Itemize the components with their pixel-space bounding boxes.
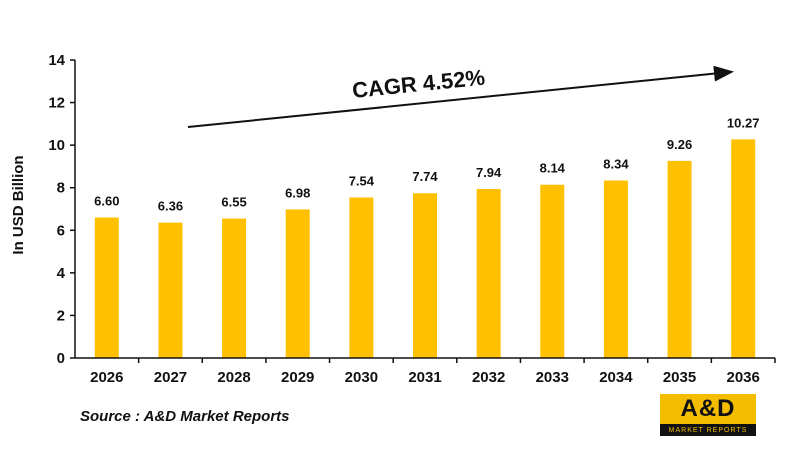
y-tick-label: 10 (48, 137, 65, 154)
data-label-2030: 7.54 (349, 174, 375, 189)
y-tick-label: 8 (57, 180, 65, 197)
x-tick-label-2033: 2033 (536, 369, 569, 386)
x-tick-label-2029: 2029 (281, 369, 314, 386)
cagr-arrow (187, 65, 734, 128)
data-label-2033: 8.14 (540, 161, 566, 176)
x-tick-label-2027: 2027 (154, 369, 187, 386)
y-axis-ticks: 0 2 4 6 8 10 12 14 (48, 52, 75, 367)
data-labels: 6.60 6.36 6.55 6.98 7.54 7.74 7.94 8.14 8.34 9.26… (94, 115, 759, 213)
data-label-2026: 6.60 (94, 194, 119, 209)
bar-2026 (94, 217, 119, 358)
logo-text: A&D (660, 394, 756, 424)
bar-2034 (603, 180, 628, 358)
data-label-2032: 7.94 (476, 165, 502, 180)
bar-2035 (667, 160, 692, 358)
x-tick-label-2028: 2028 (217, 369, 250, 386)
x-axis-ticks: 2026 2027 2028 2029 2030 2031 2032 2033 2034 2035… (90, 358, 776, 386)
bar-2031 (413, 193, 437, 358)
y-axis-title: In USD Billion (10, 155, 27, 254)
data-label-2029: 6.98 (285, 185, 310, 200)
data-label-2028: 6.55 (221, 195, 246, 210)
bar-2028 (222, 218, 247, 358)
data-label-2036: 10.27 (727, 115, 760, 130)
x-tick-label-2026: 2026 (90, 369, 123, 386)
y-tick-label: 0 (57, 350, 65, 367)
data-label-2035: 9.26 (667, 137, 692, 152)
data-label-2027: 6.36 (158, 199, 183, 214)
bar-2032 (476, 188, 501, 358)
data-label-2031: 7.74 (412, 169, 438, 184)
y-tick-label: 6 (57, 222, 65, 239)
bar-2027 (158, 222, 183, 358)
logo-subtext: MARKET REPORTS (660, 424, 756, 436)
x-tick-label-2032: 2032 (472, 369, 505, 386)
y-tick-label: 14 (48, 52, 65, 69)
x-tick-label-2034: 2034 (599, 369, 633, 386)
bar-2033 (540, 184, 565, 358)
y-tick-label: 4 (57, 265, 66, 282)
cagr-annotation: CAGR 4.52% (351, 65, 486, 103)
y-tick-label: 2 (57, 307, 65, 324)
data-label-2034: 8.34 (603, 156, 629, 171)
x-tick-label-2031: 2031 (408, 369, 441, 386)
y-tick-label: 12 (48, 95, 65, 112)
source-note: Source : A&D Market Reports (80, 408, 290, 425)
bar-2036 (731, 139, 756, 358)
x-tick-label-2030: 2030 (345, 369, 378, 386)
bar-2030 (349, 197, 374, 358)
x-tick-label-2035: 2035 (663, 369, 696, 386)
bar-2029 (285, 209, 310, 358)
company-logo: A&D MARKET REPORTS (660, 394, 756, 436)
bars (94, 139, 756, 358)
x-tick-label-2036: 2036 (726, 369, 759, 386)
